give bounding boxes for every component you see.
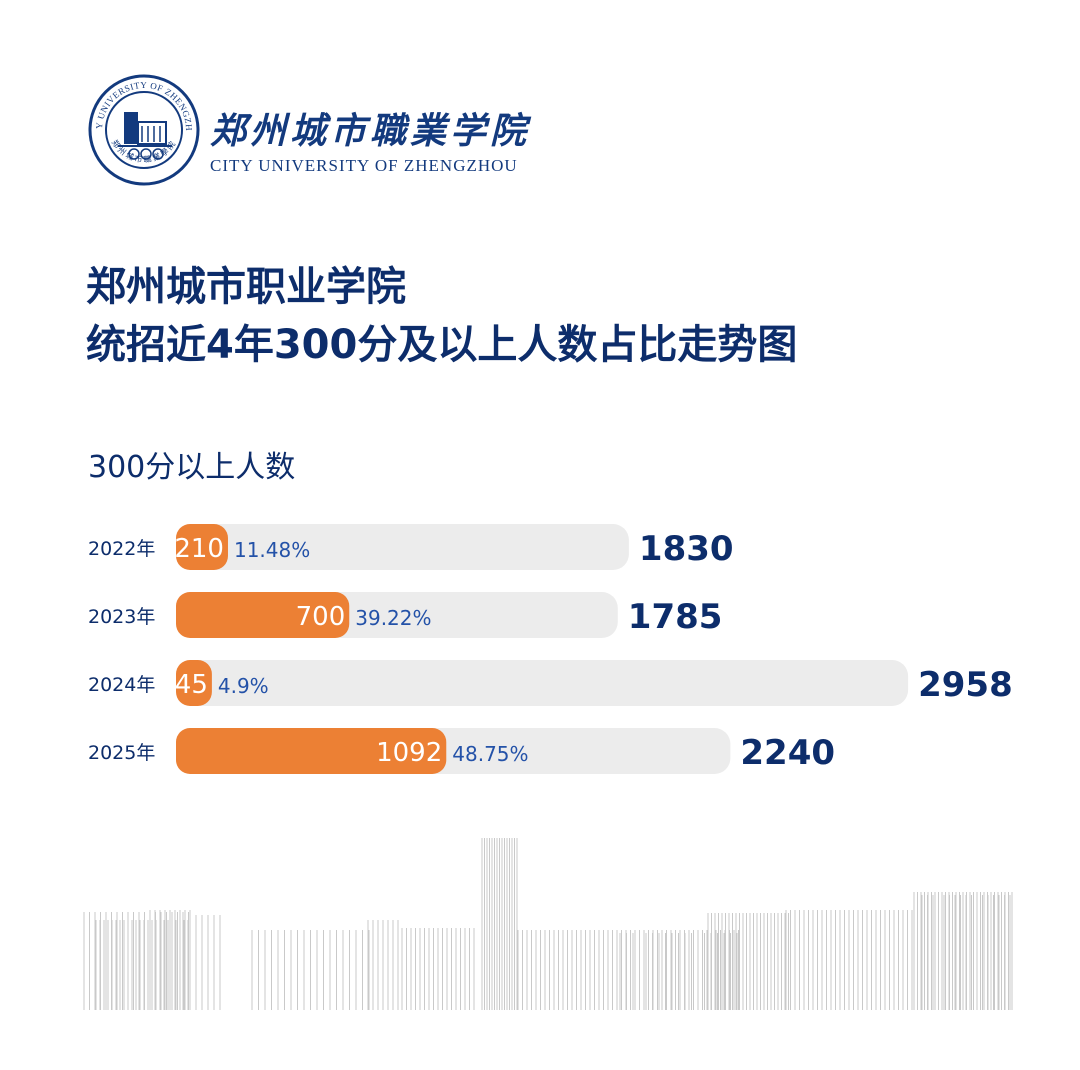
category-label: 2023年: [88, 606, 155, 628]
school-seal-icon: CITY UNIVERSITY OF ZHENGZHOU 郑州城市職業學院: [88, 74, 200, 186]
category-label: 2022年: [88, 538, 155, 560]
total-bar: [176, 660, 909, 706]
highlight-bar: [176, 592, 350, 638]
percent-label: 39.22%: [355, 606, 431, 630]
category-label: 2025年: [88, 742, 155, 764]
total-value-label: 1830: [639, 529, 734, 569]
percent-label: 4.9%: [218, 674, 269, 698]
total-value-label: 2958: [918, 665, 1013, 705]
percent-label: 48.75%: [452, 742, 528, 766]
title-line-1: 郑州城市职业学院: [86, 264, 406, 310]
percent-label: 11.48%: [234, 538, 310, 562]
school-name-en: CITY UNIVERSITY OF ZHENGZHOU: [210, 156, 518, 175]
school-logo: CITY UNIVERSITY OF ZHENGZHOU 郑州城市職業學院 郑州…: [88, 74, 548, 194]
title-line-2: 统招近4年300分及以上人数占比走势图: [86, 322, 798, 368]
total-bar: [176, 524, 629, 570]
bar-chart: 2022年 210 11.48% 1830 2023年 700 39.22% 1785 2024…: [88, 524, 1013, 774]
total-value-label: 1785: [628, 597, 723, 637]
highlight-value-label: 700: [296, 602, 346, 632]
highlight-value-label: 210: [174, 534, 224, 564]
total-value-label: 2240: [740, 733, 835, 773]
highlight-bar: [176, 524, 228, 570]
category-label: 2024年: [88, 674, 155, 696]
page-title: 郑州城市职业学院 统招近4年300分及以上人数占比走势图: [86, 258, 797, 374]
skyline-decoration: [83, 838, 1013, 1010]
highlight-value-label: 145: [158, 670, 208, 700]
school-name-cn: 郑州城市職業学院: [210, 110, 531, 152]
highlight-bar: [176, 660, 212, 706]
highlight-value-label: 1092: [376, 738, 442, 768]
highlight-bar: [176, 728, 447, 774]
chart-subtitle: 300分以上人数: [88, 450, 296, 485]
